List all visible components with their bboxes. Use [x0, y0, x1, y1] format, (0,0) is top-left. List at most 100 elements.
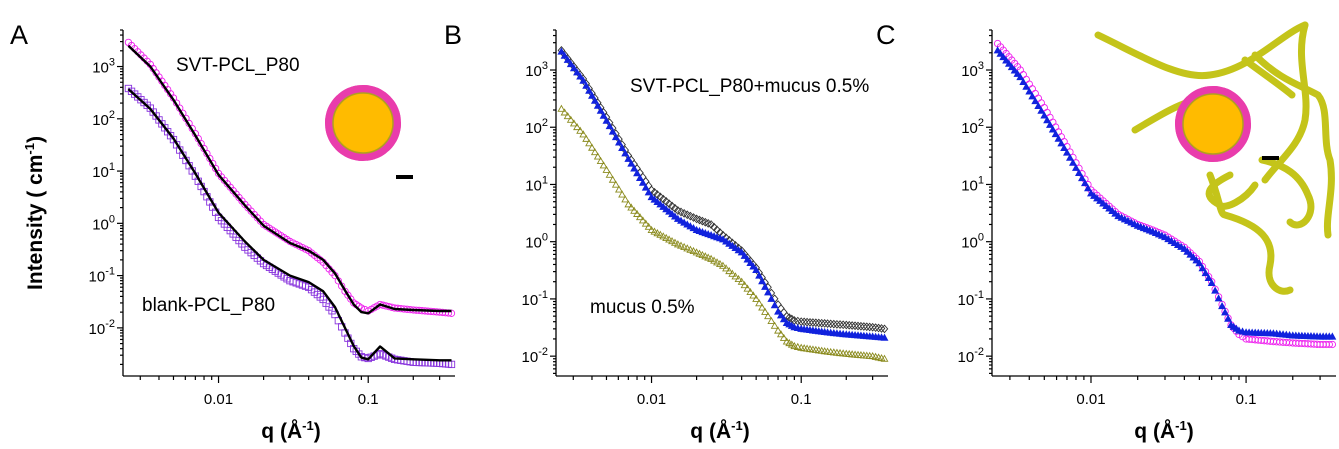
plot-area-b: 10-2 10-1 100 101 102 103 0.01 0.1: [522, 29, 889, 408]
data-point: [1211, 286, 1220, 294]
data-point: [755, 299, 764, 307]
data-point: [746, 258, 755, 266]
data-point: [644, 188, 653, 196]
data-point: [1214, 294, 1223, 302]
plot-area-c: 10-2 10-1 100 101 102 103 0.01 0.1: [958, 29, 1337, 408]
data-point: [770, 321, 779, 329]
data-point: [638, 178, 647, 186]
x-tick-label: 0.1: [1236, 391, 1257, 408]
data-point: [1180, 244, 1189, 252]
data-point: [854, 321, 862, 331]
scale-bar-a: [396, 175, 413, 179]
data-point: [743, 255, 752, 263]
data-point: [749, 291, 758, 299]
data-point: [668, 201, 676, 211]
data-point: [662, 233, 671, 241]
data-point: [1195, 259, 1204, 267]
data-point: [737, 248, 746, 256]
data-point: [779, 333, 788, 341]
data-point: [677, 241, 685, 249]
data-point: [868, 322, 877, 332]
data-point: [686, 211, 695, 221]
data-point: [790, 341, 799, 350]
data-point: [624, 200, 633, 208]
data-point: [1022, 82, 1031, 90]
data-point: [689, 246, 698, 255]
data-point: [557, 47, 566, 55]
data-point: [560, 51, 569, 59]
data-point: [615, 138, 623, 146]
data-point: [563, 111, 572, 120]
data-point: [704, 218, 712, 228]
data-point: [576, 126, 585, 134]
data-point: [707, 220, 715, 229]
data-point: [1192, 256, 1201, 264]
x-axis-title-b: q (Å-1): [690, 418, 749, 443]
data-point: [764, 312, 772, 320]
data-point: [707, 254, 716, 262]
data-point: [686, 245, 695, 253]
data-point: [608, 175, 617, 183]
data-point: [833, 319, 841, 329]
data-point: [689, 213, 698, 222]
data-point: [836, 320, 844, 329]
data-point: [659, 232, 668, 240]
data-point: [761, 307, 770, 315]
data-point: [857, 321, 865, 331]
plot-area-a: 10-2 10-1 100 101 102 103 0.01 0.1: [89, 29, 456, 408]
data-point: [1325, 340, 1333, 349]
y-tick-label: 100: [92, 213, 115, 233]
data-point: [656, 230, 665, 238]
data-point: [749, 262, 758, 270]
data-point: [1043, 116, 1052, 124]
data-point: [1069, 158, 1077, 166]
data-point: [665, 235, 674, 243]
data-point: [812, 318, 820, 328]
data-point: [776, 311, 785, 319]
series-blank-pcl-p80-fit: [127, 88, 452, 362]
data-point: [596, 156, 605, 164]
y-tick-label: 10-1: [522, 289, 548, 309]
data-point: [1013, 69, 1022, 77]
data-point: [573, 68, 582, 76]
data-point: [590, 147, 599, 156]
data-point: [633, 209, 642, 217]
data-point: [740, 281, 749, 289]
data-point: [563, 55, 572, 63]
y-tick-label: 101: [92, 161, 115, 181]
data-point: [605, 170, 614, 178]
data-point: [1075, 168, 1083, 176]
panel-b-letter: B: [444, 20, 462, 50]
data-point: [596, 106, 605, 114]
data-point: [728, 269, 737, 277]
y-axis-title-sup: -1: [22, 143, 37, 155]
data-point: [585, 139, 594, 147]
data-point: [1060, 143, 1069, 152]
data-point: [566, 115, 575, 123]
data-point: [624, 154, 633, 162]
data-point: [611, 180, 620, 188]
data-point: [774, 326, 782, 334]
data-point: [1048, 125, 1057, 133]
data-point: [650, 227, 659, 235]
data-point: [1204, 273, 1213, 282]
data-point: [1081, 179, 1089, 187]
panel-a: A Intensity ( cm-1) 10-2 10-1 100 101 102 103…: [10, 20, 456, 443]
data-point: [647, 225, 656, 234]
data-point: [1019, 77, 1028, 85]
y-axis-title: Intensity ( cm-1): [22, 136, 47, 290]
data-point: [1010, 66, 1019, 74]
data-point: [695, 215, 704, 225]
data-point: [842, 320, 851, 330]
annotation-svt-pcl-p80-mucus: SVT-PCL_P80+mucus 0.5%: [630, 76, 869, 97]
data-point: [582, 81, 591, 89]
x-tick-label: 0.1: [791, 391, 812, 408]
data-point: [734, 274, 743, 283]
data-point: [599, 111, 608, 119]
data-point: [576, 72, 585, 80]
data-point: [635, 213, 644, 221]
particle-icon-c: [1179, 90, 1247, 158]
data-point: [874, 323, 883, 333]
data-point: [710, 256, 719, 264]
data-point: [1057, 139, 1066, 147]
